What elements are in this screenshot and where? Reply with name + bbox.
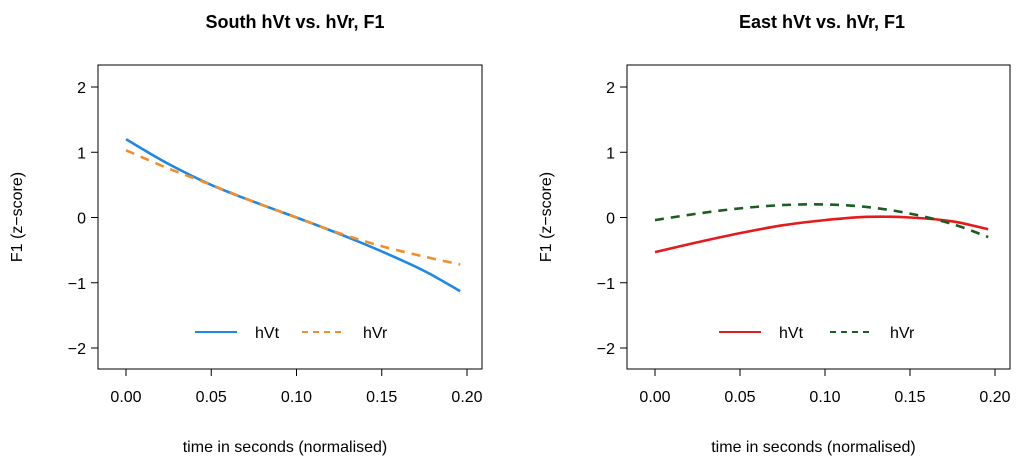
legend-label-hvt: hVt [779,325,804,342]
y-tick-label: 0 [77,211,86,228]
plot-frame [626,64,1011,370]
x-tick-label: 0.10 [809,389,840,406]
chart-panel-1: South hVt vs. hVr, F1 −2 −1 0 1 2 0.00 0.05 0.10… [9,12,483,456]
y-tick-label: −2 [68,341,86,358]
x-tick-label: 0.20 [979,389,1010,406]
x-tick-label: 0.10 [281,389,312,406]
y-tick-label: 2 [606,80,615,97]
chart-panel-2: East hVt vs. hVr, F1 −2 −1 0 1 2 0.00 0.05 0.10 0… [538,12,1011,456]
y-axis-label: F1 (z−score) [9,172,26,262]
y-axis-label: F1 (z−score) [538,172,555,262]
x-tick-label: 0.15 [366,389,397,406]
chart-title: South hVt vs. hVr, F1 [205,12,384,32]
x-tick-label: 0.20 [451,389,482,406]
plot-frame [97,64,483,370]
x-tick-label: 0.05 [196,389,227,406]
legend-label-hvr: hVr [890,325,915,342]
series-line-hvr [654,203,989,239]
series-line-hvr [125,149,461,266]
x-axis-label: time in seconds (normalised) [711,439,916,456]
chart-title: East hVt vs. hVr, F1 [739,12,905,32]
legend-label-hvt: hVt [255,325,280,342]
legend: hVt hVr [195,325,388,342]
legend-label-hvr: hVr [363,325,388,342]
y-tick-label: 1 [606,145,615,162]
x-tick-label: 0.00 [110,389,141,406]
y-tick-label: 2 [77,80,86,97]
legend: hVt hVr [719,325,915,342]
y-tick-label: −1 [68,276,86,293]
x-tick-label: 0.15 [894,389,925,406]
x-tick-label: 0.00 [639,389,670,406]
y-tick-label: 0 [606,211,615,228]
y-tick-label: −2 [597,341,615,358]
y-tick-label: −1 [597,276,615,293]
y-tick-label: 1 [77,145,86,162]
x-axis-label: time in seconds (normalised) [183,439,388,456]
x-tick-label: 0.05 [724,389,755,406]
series-line-hvt [654,215,989,254]
